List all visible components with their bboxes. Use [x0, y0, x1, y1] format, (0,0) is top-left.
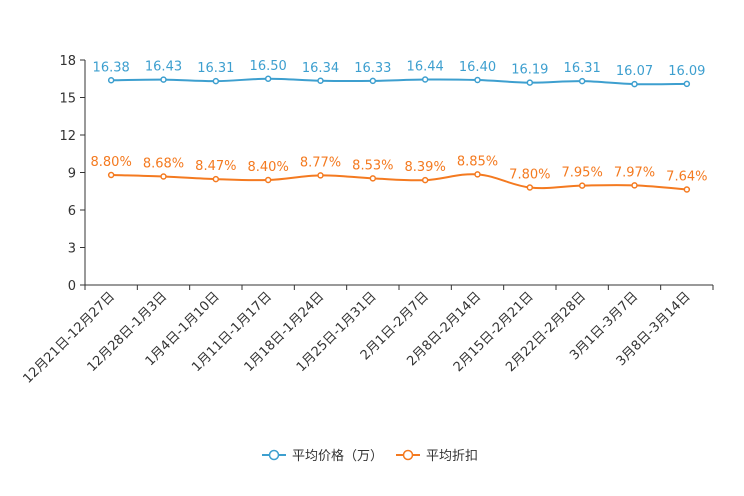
- data-point: [526, 79, 534, 86]
- data-point: [683, 186, 691, 193]
- data-point: [264, 176, 272, 184]
- data-point: [474, 76, 481, 84]
- data-label: 16.09: [668, 64, 705, 79]
- data-point: [631, 80, 638, 88]
- data-label: 8.77%: [300, 155, 341, 170]
- y-tick-label: 9: [68, 167, 76, 182]
- chart-axes: 036912151812月21日-12月27日12月28日-1月3日1月4日-1…: [21, 54, 714, 387]
- data-point: [264, 75, 272, 82]
- series-1: 16.38 16.43 16.31 16.50 16.34 16.33 16.44 16.40…: [93, 59, 705, 88]
- y-tick-label: 15: [59, 92, 76, 107]
- y-tick-label: 0: [68, 279, 76, 294]
- data-point: [474, 171, 481, 178]
- data-label: 8.40%: [248, 160, 289, 175]
- data-point: [578, 182, 586, 189]
- data-point: [369, 175, 377, 182]
- data-label: 16.31: [197, 61, 234, 76]
- data-label: 8.85%: [457, 154, 498, 169]
- data-label: 16.38: [93, 60, 130, 75]
- data-label: 16.40: [459, 60, 496, 75]
- data-label: 16.33: [354, 61, 391, 76]
- data-label: 16.44: [407, 60, 444, 75]
- legend-marker: [268, 449, 280, 461]
- series-line: [111, 77, 687, 86]
- y-tick-label: 3: [68, 242, 76, 257]
- data-point: [578, 77, 586, 85]
- legend-label: 平均折扣: [426, 449, 478, 464]
- series-2: 8.80% 8.68% 8.47% 8.40% 8.77% 8.53% 8.39% 8.85%…: [91, 154, 707, 193]
- data-point: [421, 176, 429, 184]
- y-tick-label: 12: [59, 129, 76, 144]
- data-label: 16.43: [145, 60, 182, 75]
- data-point: [107, 171, 115, 179]
- legend-item-1: 平均价格（万）: [262, 448, 383, 464]
- data-label: 16.31: [564, 61, 601, 76]
- data-point: [526, 184, 534, 191]
- data-label: 7.80%: [509, 168, 550, 183]
- data-point: [317, 77, 324, 84]
- chart-legend: 平均价格（万） 平均折扣: [262, 448, 478, 464]
- data-label: 16.07: [616, 64, 653, 79]
- series-line: [111, 173, 687, 191]
- data-point: [160, 173, 167, 180]
- data-point: [160, 76, 167, 83]
- data-label: 7.97%: [614, 165, 655, 180]
- legend-label: 平均价格（万）: [292, 448, 383, 464]
- data-point: [369, 77, 377, 85]
- data-label: 8.80%: [91, 155, 132, 170]
- data-label: 7.95%: [562, 166, 603, 181]
- data-point: [683, 80, 691, 88]
- legend-item-2: 平均折扣: [396, 449, 478, 464]
- data-point: [212, 77, 220, 85]
- data-label: 8.53%: [352, 158, 393, 173]
- legend-marker: [402, 449, 414, 461]
- data-label: 16.34: [302, 61, 339, 76]
- data-point: [212, 175, 220, 183]
- data-label: 7.64%: [666, 170, 707, 185]
- x-tick-label: 12月21日-12月27日: [21, 289, 118, 386]
- data-label: 8.47%: [195, 159, 236, 174]
- data-label: 16.50: [250, 59, 287, 74]
- y-tick-label: 6: [68, 204, 76, 219]
- data-point: [631, 182, 638, 189]
- data-point: [421, 76, 429, 83]
- y-tick-label: 18: [59, 54, 76, 69]
- data-point: [107, 77, 115, 84]
- data-label: 8.39%: [405, 160, 446, 175]
- chart-series: 16.38 16.43 16.31 16.50 16.34 16.33 16.44 16.40…: [91, 59, 707, 193]
- data-point: [317, 172, 324, 179]
- data-label: 8.68%: [143, 157, 184, 172]
- data-label: 16.19: [511, 63, 548, 78]
